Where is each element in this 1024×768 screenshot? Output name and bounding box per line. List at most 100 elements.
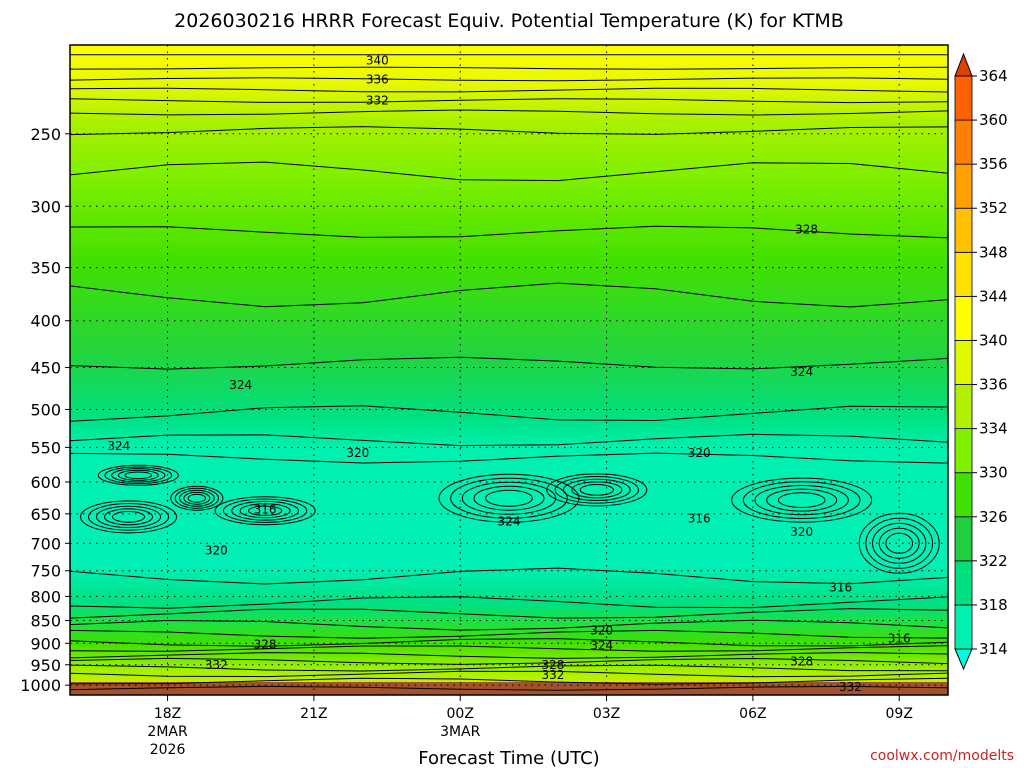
contour-label: 328 [254,638,277,652]
contour-label: 328 [795,222,818,236]
y-tick-label: 700 [30,534,61,553]
colorbar-swatch [954,604,973,650]
colorbar-label: 364 [979,67,1008,85]
contour-cell [878,527,920,559]
colorbar-swatch [954,472,973,518]
contour-cell [231,500,299,521]
contour-label: 324 [498,515,521,529]
contour-line [70,77,948,82]
contour-cell [461,481,557,515]
contour-cell [571,481,623,499]
x-tick-label: 2MAR [147,724,188,740]
contour-cell [473,485,545,511]
theta-e-field [70,45,948,695]
colorbar-swatch [954,516,973,562]
contour-label: 324 [790,365,813,379]
contour-line [70,619,948,631]
contour-cell [187,493,206,503]
contour-line [70,405,948,422]
contour-label: 328 [790,654,813,668]
colorbar-swatch [954,207,973,253]
contour-cell [872,522,927,564]
contour-line [70,452,948,464]
contour-cell [742,481,861,519]
contour-line [70,645,948,652]
colorbar-swatch [954,163,973,209]
colorbar-label: 318 [979,596,1008,614]
contour-cell [111,468,166,483]
x-tick-label: 06Z [739,706,766,722]
colorbar-swatch [954,428,973,474]
contour-label: 316 [254,503,277,517]
y-tick-label: 750 [30,562,61,581]
x-tick-label: 18Z [154,706,181,722]
colorbar-label: 336 [979,376,1008,394]
colorbar-label: 360 [979,111,1008,129]
contour-line [70,685,948,691]
contour-line [70,66,948,70]
contour-line [70,651,948,659]
colorbar-label: 356 [979,155,1008,173]
contour-cell [546,473,648,507]
contour-cell [96,505,162,529]
contour-label: 328 [541,658,564,672]
contour-cell [222,498,308,523]
contour-label: 320 [790,525,813,539]
contour-cell [766,488,838,512]
y-tick-label: 850 [30,612,61,631]
contour-label: 316 [888,631,911,645]
colorbar-high-arrow [954,52,973,77]
x-tick-label: 3MAR [440,724,481,740]
contour-line [70,677,948,685]
contour-cell [731,477,873,523]
y-tick-label: 300 [30,197,61,216]
contour-line [70,664,948,672]
contour-cell [438,473,580,523]
contour-cell [124,471,153,480]
colorbar-label: 330 [979,464,1008,482]
contour-cell [777,492,826,508]
colorbar-label: 340 [979,331,1008,349]
contour-label: 316 [688,512,711,526]
y-tick-label: 450 [30,359,61,378]
contour-cell [485,489,533,507]
contour-cell [170,485,224,511]
contour-cell [554,476,639,504]
contour-label: 332 [366,94,389,108]
x-tick-label: 2026 [150,742,186,758]
contour-label: 320 [346,446,369,460]
x-tick-label: 03Z [593,706,620,722]
y-tick-label: 900 [30,634,61,653]
contour-cell [214,496,316,526]
contour-cell [178,489,215,507]
contour-cell [174,487,219,509]
y-tick-label: 600 [30,473,61,492]
colorbar-swatch [954,560,973,606]
contour-line [70,657,948,665]
contour-label: 320 [688,446,711,460]
contour-label: 332 [839,680,862,694]
contour-line [70,126,948,136]
contour-label: 320 [590,624,613,638]
x-tick-label: 00Z [447,706,474,722]
y-tick-label: 1000 [20,676,61,695]
colorbar-label: 348 [979,243,1008,261]
colorbar-label: 334 [979,420,1008,438]
x-tick-label: 21Z [300,706,327,722]
colorbar-swatch [954,384,973,430]
contour-cell [239,503,291,519]
contour-cell [104,466,173,485]
contour-cell [865,517,934,569]
contour-label: 340 [366,54,389,68]
contour-line [70,608,948,619]
contour-line [70,109,948,116]
colorbar-swatch [954,340,973,385]
contour-cell [754,484,849,516]
colorbar-label: 322 [979,552,1008,570]
contour-cell [97,464,179,486]
contour-label: 316 [829,580,852,594]
colorbar-swatch [954,119,973,165]
y-tick-label: 400 [30,312,61,331]
